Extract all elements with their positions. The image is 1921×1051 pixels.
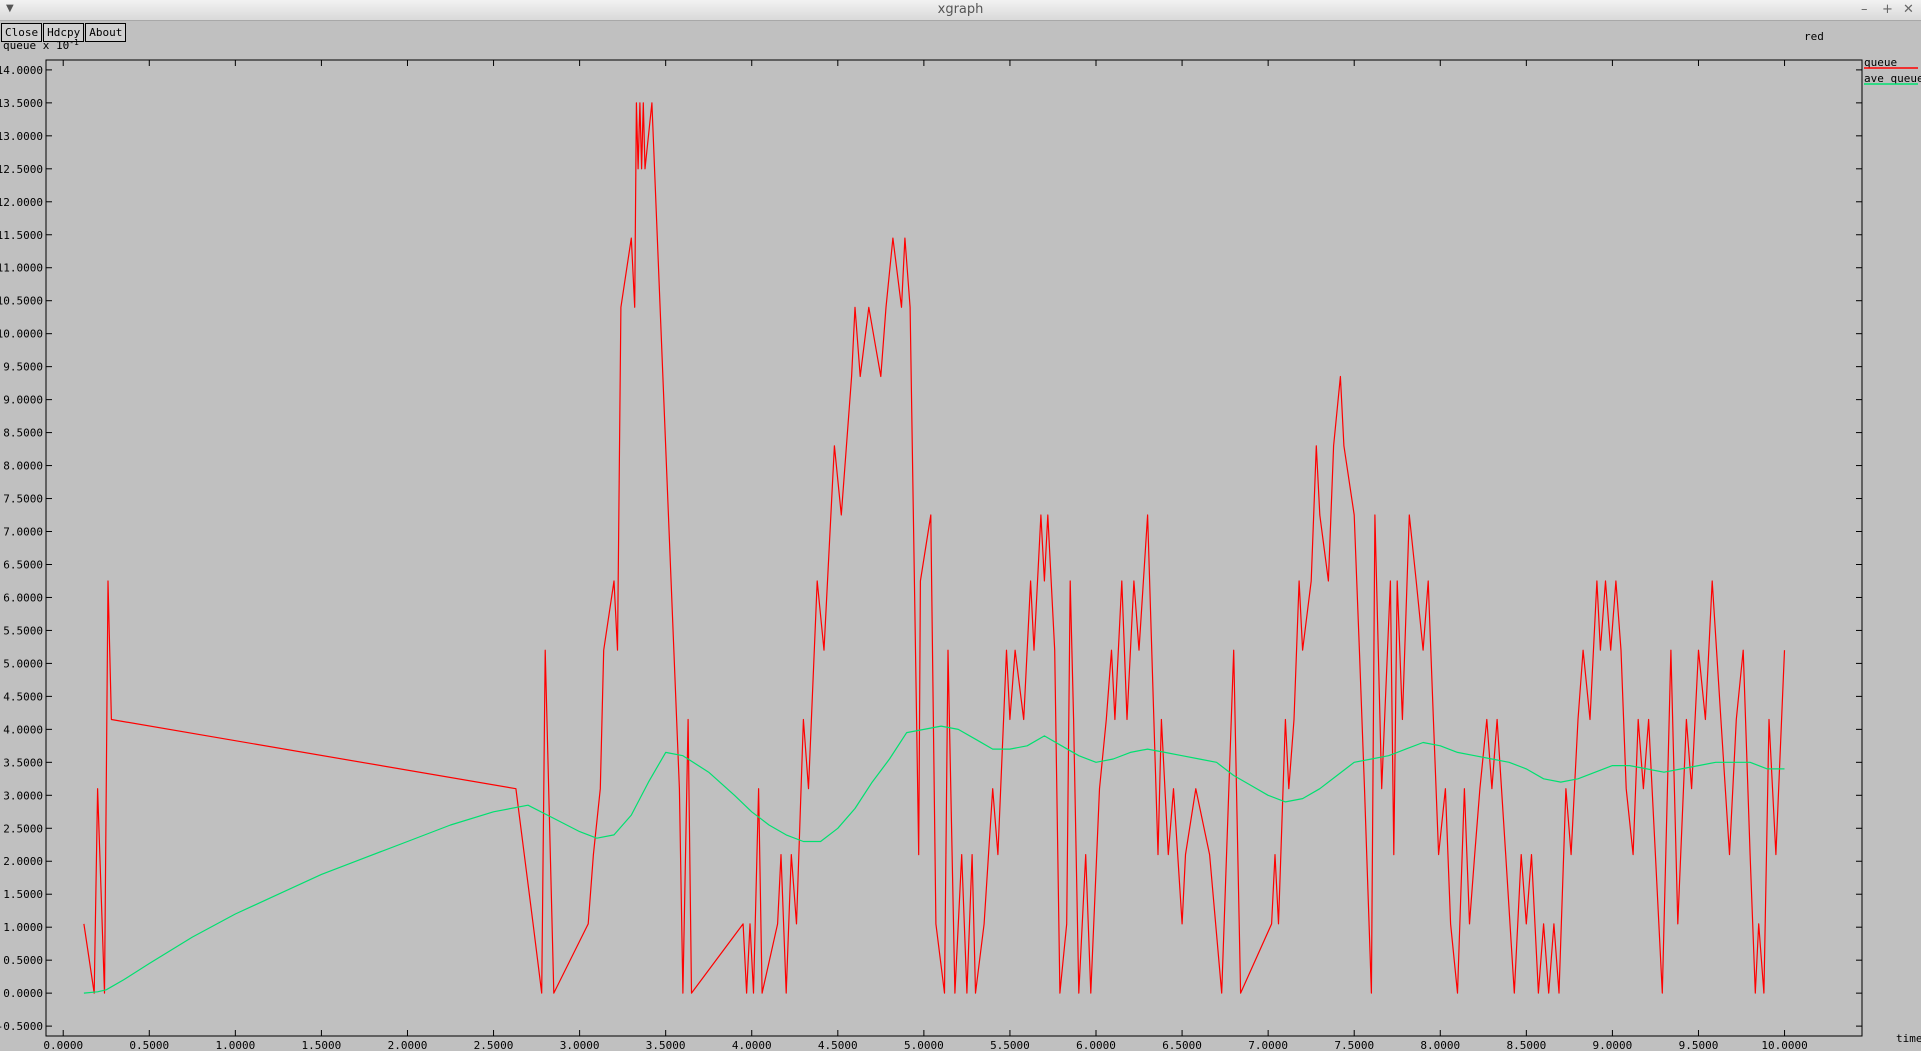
y-tick-label: 6.0000 — [3, 591, 43, 604]
x-tick-label: 6.5000 — [1162, 1039, 1202, 1051]
data-series — [83, 102, 1786, 994]
y-tick-label: 10.5000 — [0, 295, 43, 308]
y-tick-label: 11.0000 — [0, 262, 43, 275]
x-tick-label: 5.5000 — [990, 1039, 1030, 1051]
window-title: xgraph — [937, 2, 984, 17]
legend-label: ave_queue — [1864, 72, 1921, 85]
close-window-icon[interactable]: ✕ — [1903, 2, 1914, 17]
x-tick-label: 5.0000 — [904, 1039, 944, 1051]
y-axis-label: queue x 10-1 — [3, 38, 79, 52]
y-tick-label: 12.5000 — [0, 163, 43, 176]
maximize-icon[interactable]: + — [1882, 2, 1893, 17]
y-tick-label: 5.5000 — [3, 624, 43, 637]
window-titlebar: ▼ xgraph – + ✕ — [0, 0, 1921, 21]
y-tick-label: 5.0000 — [3, 657, 43, 670]
y-axis-label-text: queue x 10 — [3, 39, 69, 52]
y-tick-label: 0.0000 — [3, 987, 43, 1000]
x-tick-label: 8.5000 — [1506, 1039, 1546, 1051]
plot-frame — [45, 59, 1863, 1037]
y-tick-label: 0.5000 — [3, 954, 43, 967]
x-tick-label: 6.0000 — [1076, 1039, 1116, 1051]
y-tick-label: 3.5000 — [3, 756, 43, 769]
y-tick-label: 10.0000 — [0, 328, 43, 341]
y-tick-label: 14.0000 — [0, 64, 43, 77]
x-tick-label: 2.5000 — [474, 1039, 514, 1051]
x-tick-label: 8.0000 — [1420, 1039, 1460, 1051]
window-menu-icon[interactable]: ▼ — [6, 3, 14, 14]
legend-label: queue — [1864, 56, 1897, 69]
x-tick-label: 3.0000 — [560, 1039, 600, 1051]
y-tick-label: 7.5000 — [3, 493, 43, 506]
x-tick-label: 9.5000 — [1679, 1039, 1719, 1051]
hdcpy-button[interactable]: Hdcpy — [43, 23, 85, 42]
y-tick-label: -0.5000 — [0, 1020, 43, 1033]
x-tick-label: 0.0000 — [43, 1039, 83, 1051]
x-tick-label: 9.0000 — [1593, 1039, 1633, 1051]
graph-title: red — [1804, 30, 1824, 43]
x-tick-label: 1.5000 — [302, 1039, 342, 1051]
y-tick-label: 6.5000 — [3, 558, 43, 571]
close-button[interactable]: Close — [1, 23, 43, 42]
y-tick-label: 2.0000 — [3, 855, 43, 868]
y-tick-label: 9.0000 — [3, 394, 43, 407]
about-button[interactable]: About — [85, 23, 127, 42]
x-tick-label: 3.5000 — [646, 1039, 686, 1051]
x-tick-label: 4.0000 — [732, 1039, 772, 1051]
y-tick-label: 4.5000 — [3, 690, 43, 703]
minimize-icon[interactable]: – — [1861, 2, 1868, 17]
series-line-ave-queue — [83, 725, 1785, 994]
x-tick-label: 7.5000 — [1334, 1039, 1374, 1051]
series-line-queue — [83, 102, 1786, 994]
toolbar: Close Hdcpy About — [1, 23, 127, 43]
y-tick-label: 13.0000 — [0, 130, 43, 143]
y-tick-label: 12.0000 — [0, 196, 43, 209]
legend: queue ave_queue — [1864, 56, 1921, 85]
y-axis-label-exponent: -1 — [69, 38, 79, 47]
y-tick-label: 2.5000 — [3, 822, 43, 835]
x-tick-label: 4.5000 — [818, 1039, 858, 1051]
y-tick-label: 9.5000 — [3, 361, 43, 374]
x-tick-label: 10.0000 — [1761, 1039, 1807, 1051]
y-tick-label: 13.5000 — [0, 97, 43, 110]
y-tick-label: 8.5000 — [3, 427, 43, 440]
x-tick-label: 7.0000 — [1248, 1039, 1288, 1051]
y-tick-label: 7.0000 — [3, 526, 43, 539]
y-tick-label: 1.5000 — [3, 888, 43, 901]
y-tick-label: 11.5000 — [0, 229, 43, 242]
y-tick-label: 4.0000 — [3, 723, 43, 736]
x-axis-label: time — [1896, 1032, 1921, 1045]
x-tick-label: 2.0000 — [388, 1039, 428, 1051]
axis-ticks: -0.50000.00000.50001.00001.50002.00002.5… — [0, 60, 1862, 1051]
x-tick-label: 1.0000 — [215, 1039, 255, 1051]
y-tick-label: 1.0000 — [3, 921, 43, 934]
x-tick-label: 0.5000 — [129, 1039, 169, 1051]
y-tick-label: 8.0000 — [3, 460, 43, 473]
y-tick-label: 3.0000 — [3, 789, 43, 802]
